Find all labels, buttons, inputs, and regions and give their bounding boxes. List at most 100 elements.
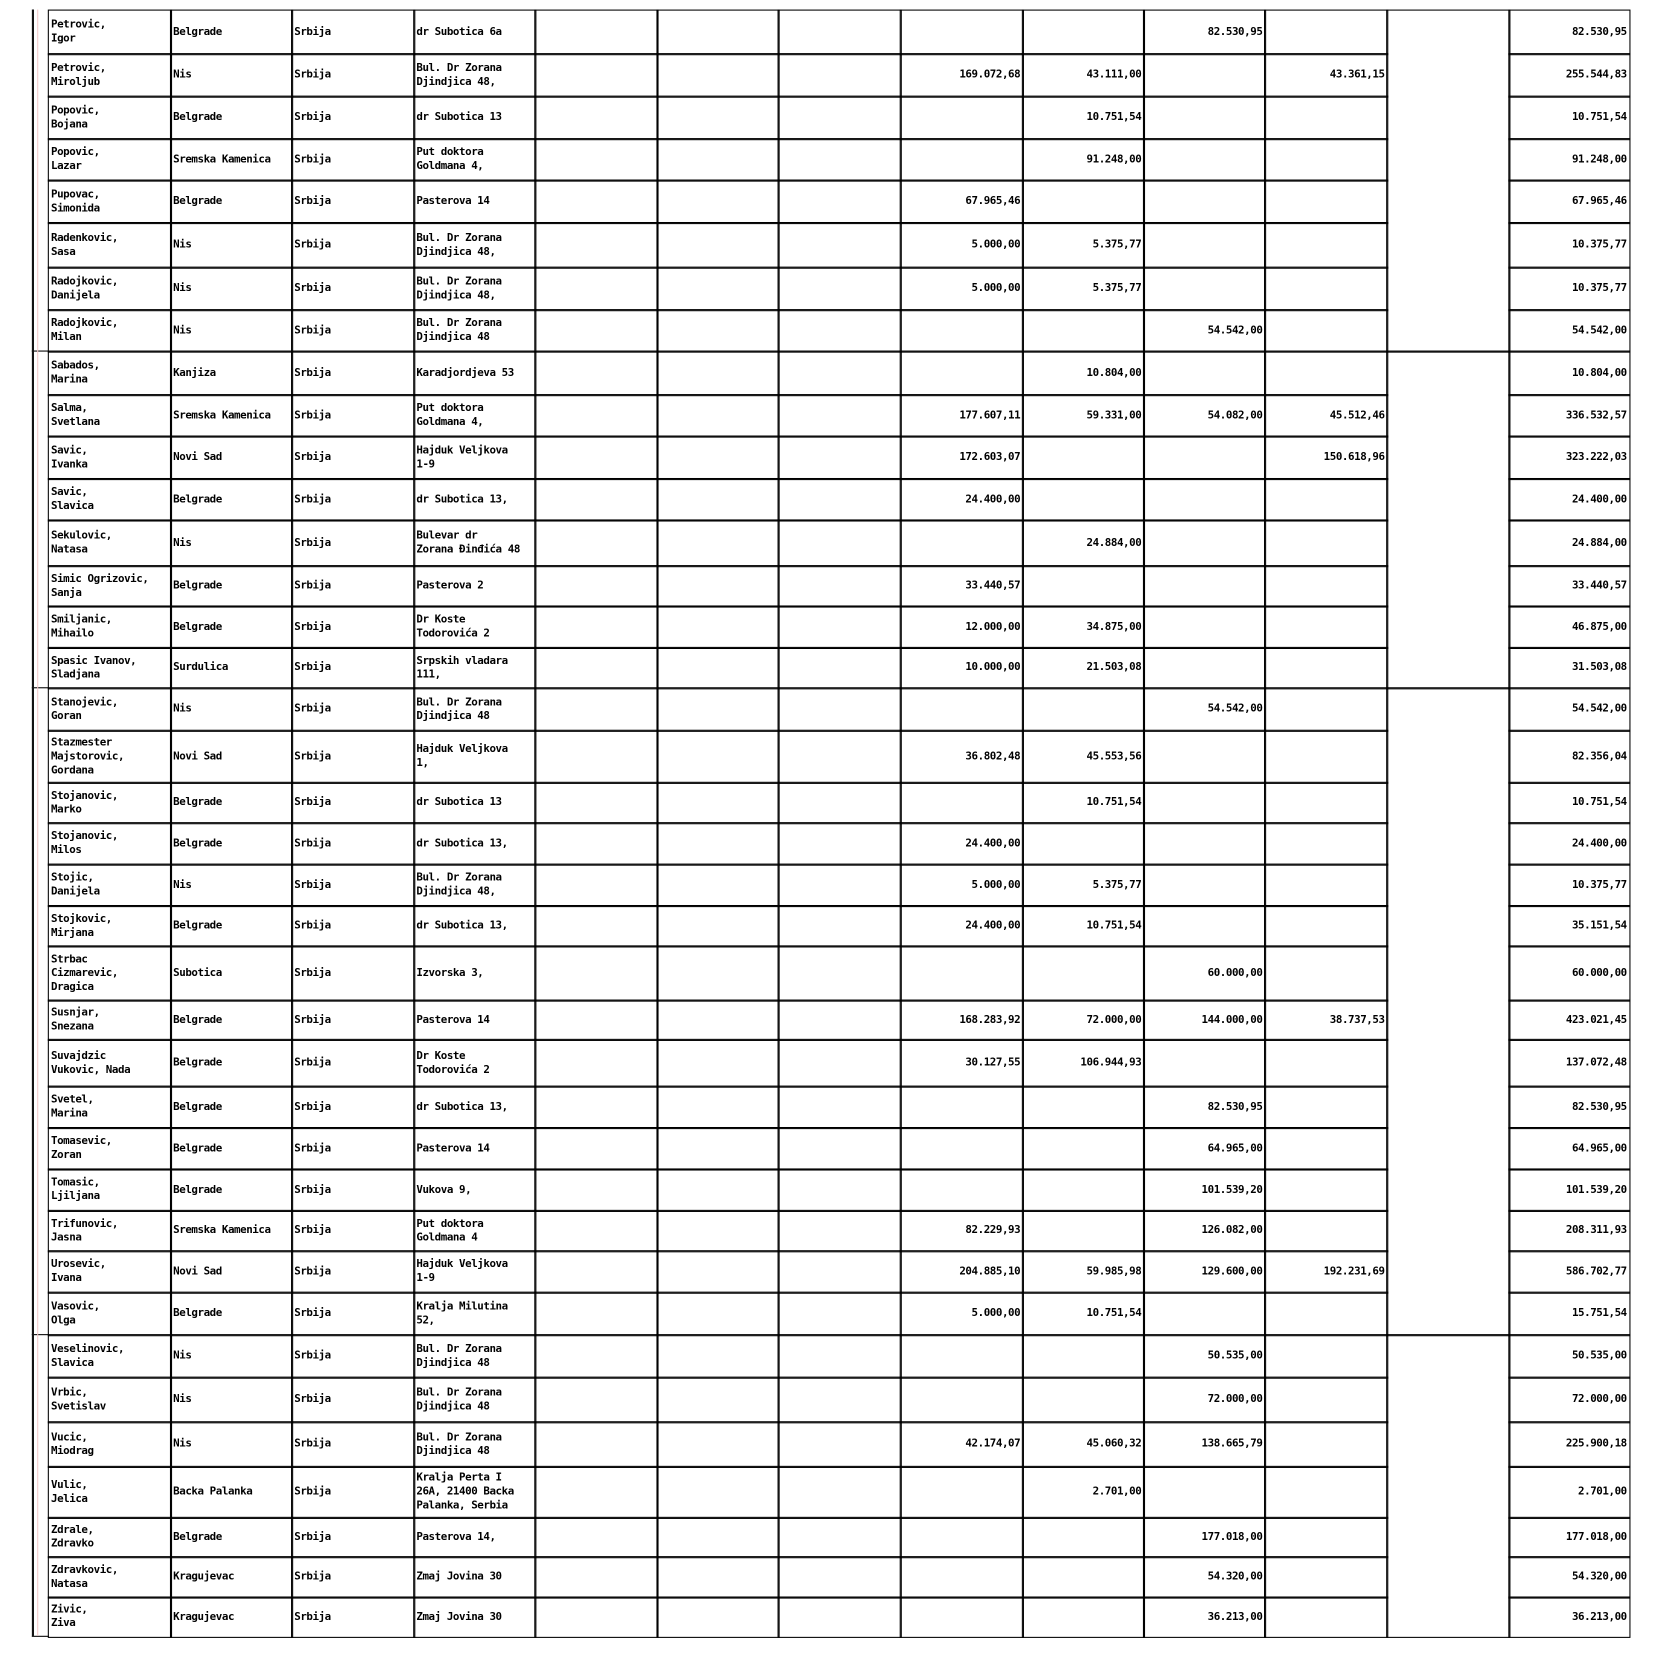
empty-cell — [656, 1126, 780, 1171]
address-cell: dr Subotica 13, — [413, 1085, 536, 1129]
country-cell: Srbija — [291, 1038, 415, 1088]
empty-cell — [534, 1334, 659, 1379]
empty-cell — [656, 687, 780, 732]
city-cell: Belgrade — [169, 605, 293, 649]
address-cell: Pasterova 14, — [413, 1516, 536, 1558]
row-group-margin — [31, 687, 49, 1336]
amount-cell — [1142, 1038, 1266, 1088]
name-cell: Strbac Cizmarevic, Dragica — [47, 945, 172, 1002]
amount-cell — [899, 1465, 1024, 1519]
empty-cell — [777, 1168, 902, 1212]
address-cell: Bul. Dr Zorana Djindjica 48 — [413, 1334, 536, 1379]
empty-cell — [777, 394, 902, 438]
country-cell: Srbija — [291, 1334, 415, 1379]
empty-cell — [534, 1038, 659, 1088]
empty-cell — [534, 1596, 659, 1638]
total-cell: 10.375,77 — [1508, 221, 1630, 269]
empty-cell — [777, 822, 902, 866]
empty-cell — [534, 1126, 659, 1171]
amount-cell: 54.320,00 — [1142, 1556, 1266, 1599]
address-cell: Srpskih vladara 111, — [413, 646, 536, 689]
amount-cell — [1264, 1465, 1388, 1519]
city-cell: Belgrade — [169, 904, 293, 947]
empty-cell — [656, 1516, 780, 1558]
address-cell: Hajduk Veljkova 1, — [413, 729, 536, 784]
amount-cell: 36.213,00 — [1142, 1596, 1266, 1638]
total-cell: 137.072,48 — [1508, 1038, 1630, 1088]
amount-cell: 30.127,55 — [899, 1038, 1024, 1088]
amount-cell — [1142, 519, 1266, 567]
name-cell: Stojanovic, Marko — [47, 781, 172, 824]
city-cell: Belgrade — [169, 1085, 293, 1129]
address-cell: Pasterova 14 — [413, 1126, 536, 1171]
total-cell: 101.539,20 — [1508, 1168, 1630, 1212]
city-cell: Sremska Kamenica — [169, 138, 293, 182]
amount-cell — [1264, 1596, 1388, 1638]
total-cell: 2.701,00 — [1508, 1465, 1630, 1519]
country-cell: Srbija — [291, 1168, 415, 1212]
city-cell: Belgrade — [169, 1168, 293, 1212]
empty-cell — [534, 53, 659, 98]
empty-cell — [656, 904, 780, 947]
amount-cell — [1021, 9, 1145, 55]
amount-cell — [1142, 605, 1266, 649]
empty-cell — [777, 1421, 902, 1468]
total-cell: 24.400,00 — [1508, 477, 1630, 522]
empty-cell — [534, 9, 659, 55]
amount-cell — [1021, 1376, 1145, 1423]
amount-cell — [1142, 221, 1266, 269]
amount-cell — [1264, 729, 1388, 784]
empty-cell — [534, 266, 659, 311]
address-cell: Bul. Dr Zorana Djindjica 48, — [413, 266, 536, 311]
amount-cell: 172.603,07 — [899, 435, 1024, 480]
empty-cell — [534, 945, 659, 1002]
amount-cell: 12.000,00 — [899, 605, 1024, 649]
empty-cell — [777, 1038, 902, 1088]
name-cell: Savic, Ivanka — [47, 435, 172, 480]
empty-cell — [777, 1556, 902, 1599]
amount-cell — [1264, 221, 1388, 269]
empty-cell — [777, 266, 902, 311]
empty-cell — [534, 999, 659, 1041]
empty-cell — [777, 53, 902, 98]
empty-cell — [534, 179, 659, 224]
name-cell: Radenkovic, Sasa — [47, 221, 172, 269]
total-cell: 24.884,00 — [1508, 519, 1630, 567]
empty-cell — [777, 1250, 902, 1294]
amount-cell — [1264, 138, 1388, 182]
address-cell: Bul. Dr Zorana Djindjica 48, — [413, 221, 536, 269]
city-cell: Nis — [169, 266, 293, 311]
empty-cell — [534, 781, 659, 824]
total-cell: 10.804,00 — [1508, 350, 1630, 396]
city-cell: Belgrade — [169, 1038, 293, 1088]
address-cell: Dr Koste Todorovića 2 — [413, 1038, 536, 1088]
country-cell: Srbija — [291, 477, 415, 522]
name-cell: Vucic, Miodrag — [47, 1421, 172, 1468]
total-cell: 67.965,46 — [1508, 179, 1630, 224]
amount-cell: 43.361,15 — [1264, 53, 1388, 98]
city-cell: Backa Palanka — [169, 1465, 293, 1519]
name-cell: Stanojevic, Goran — [47, 687, 172, 732]
address-cell: Hajduk Veljkova 1-9 — [413, 1250, 536, 1294]
name-cell: Tomasevic, Zoran — [47, 1126, 172, 1171]
amount-cell: 36.802,48 — [899, 729, 1024, 784]
amount-cell — [899, 1126, 1024, 1171]
city-cell: Belgrade — [169, 822, 293, 866]
country-cell: Srbija — [291, 687, 415, 732]
city-cell: Nis — [169, 1334, 293, 1379]
empty-cell — [777, 519, 902, 567]
amount-cell — [1021, 1516, 1145, 1558]
amount-cell — [1021, 477, 1145, 522]
amount-cell: 10.000,00 — [899, 646, 1024, 689]
amount-cell — [899, 1556, 1024, 1599]
country-cell: Srbija — [291, 1516, 415, 1558]
total-cell: 24.400,00 — [1508, 822, 1630, 866]
empty-cell — [777, 1596, 902, 1638]
name-cell: Vrbic, Svetislav — [47, 1376, 172, 1423]
name-cell: Radojkovic, Milan — [47, 309, 172, 353]
address-cell: Zmaj Jovina 30 — [413, 1556, 536, 1599]
name-cell: Stazmester Majstorovic, Gordana — [47, 729, 172, 784]
city-cell: Nis — [169, 687, 293, 732]
amount-cell — [1021, 687, 1145, 732]
amount-cell: 5.375,77 — [1021, 266, 1145, 311]
